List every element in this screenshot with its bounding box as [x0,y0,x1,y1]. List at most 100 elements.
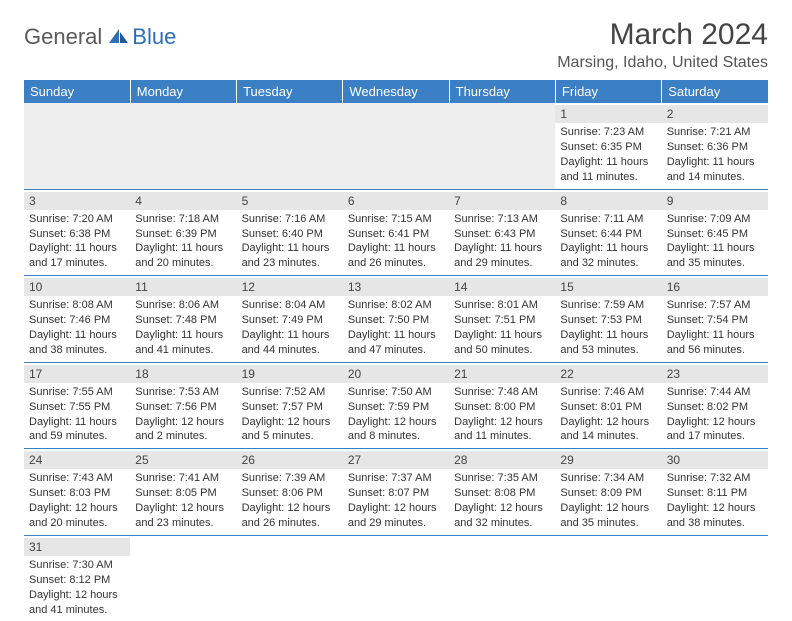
day-info-line: Sunset: 8:02 PM [667,400,763,415]
day-info-line: Sunrise: 7:50 AM [348,385,444,400]
day-number: 31 [24,538,130,556]
page-title: March 2024 [610,18,768,52]
calendar-row: 1Sunrise: 7:23 AMSunset: 6:35 PMDaylight… [24,103,768,189]
day-info-line: Sunset: 7:55 PM [29,400,125,415]
day-info-line: Daylight: 12 hours and 41 minutes. [29,588,125,618]
calendar-cell: 17Sunrise: 7:55 AMSunset: 7:55 PMDayligh… [24,362,130,449]
day-info-line: Sunrise: 8:01 AM [454,298,550,313]
day-info-line: Sunrise: 8:08 AM [29,298,125,313]
dow-tuesday: Tuesday [237,80,343,103]
day-number: 14 [449,278,555,296]
day-info-line: Sunrise: 7:16 AM [242,212,338,227]
calendar-cell: 30Sunrise: 7:32 AMSunset: 8:11 PMDayligh… [662,449,768,536]
day-info-line: Daylight: 11 hours and 11 minutes. [560,155,656,185]
day-number: 3 [24,192,130,210]
calendar-cell [130,103,236,189]
calendar-cell: 4Sunrise: 7:18 AMSunset: 6:39 PMDaylight… [130,189,236,276]
day-info-line: Sunrise: 8:06 AM [135,298,231,313]
day-number: 5 [237,192,343,210]
logo-text-2: Blue [108,24,176,50]
day-info-line: Sunrise: 7:11 AM [560,212,656,227]
calendar-cell: 1Sunrise: 7:23 AMSunset: 6:35 PMDaylight… [555,103,661,189]
day-number: 12 [237,278,343,296]
day-info-line: Sunset: 6:44 PM [560,227,656,242]
day-info-line: Daylight: 11 hours and 53 minutes. [560,328,656,358]
day-number: 29 [555,451,661,469]
day-info-line: Daylight: 11 hours and 17 minutes. [29,241,125,271]
day-info-line: Sunset: 8:06 PM [242,486,338,501]
day-info-line: Sunset: 7:59 PM [348,400,444,415]
day-info-line: Daylight: 12 hours and 38 minutes. [667,501,763,531]
dow-wednesday: Wednesday [343,80,449,103]
day-number: 11 [130,278,236,296]
day-number: 8 [555,192,661,210]
calendar-cell [237,535,343,621]
day-number: 20 [343,365,449,383]
dow-sunday: Sunday [24,80,130,103]
day-number: 2 [662,105,768,123]
day-info-line: Sunset: 6:41 PM [348,227,444,242]
day-info-line: Daylight: 12 hours and 14 minutes. [560,415,656,445]
calendar-cell: 16Sunrise: 7:57 AMSunset: 7:54 PMDayligh… [662,276,768,363]
calendar-cell: 15Sunrise: 7:59 AMSunset: 7:53 PMDayligh… [555,276,661,363]
day-info-line: Sunset: 7:53 PM [560,313,656,328]
day-info-line: Daylight: 11 hours and 20 minutes. [135,241,231,271]
day-info-line: Sunset: 8:11 PM [667,486,763,501]
day-info-line: Sunrise: 7:37 AM [348,471,444,486]
day-info-line: Sunrise: 7:55 AM [29,385,125,400]
day-info-line: Sunrise: 7:53 AM [135,385,231,400]
day-number: 17 [24,365,130,383]
day-info-line: Daylight: 11 hours and 38 minutes. [29,328,125,358]
calendar-row: 31Sunrise: 7:30 AMSunset: 8:12 PMDayligh… [24,535,768,621]
day-number: 7 [449,192,555,210]
day-info-line: Sunrise: 7:43 AM [29,471,125,486]
location: Marsing, Idaho, United States [24,54,768,72]
calendar-cell [237,103,343,189]
day-number: 19 [237,365,343,383]
day-number: 1 [555,105,661,123]
day-info-line: Sunrise: 7:13 AM [454,212,550,227]
day-number: 10 [24,278,130,296]
logo-text-1: General [24,24,102,50]
calendar-row: 24Sunrise: 7:43 AMSunset: 8:03 PMDayligh… [24,449,768,536]
calendar-cell: 21Sunrise: 7:48 AMSunset: 8:00 PMDayligh… [449,362,555,449]
day-info-line: Sunrise: 8:02 AM [348,298,444,313]
day-number: 22 [555,365,661,383]
day-info-line: Daylight: 11 hours and 32 minutes. [560,241,656,271]
day-info-line: Daylight: 12 hours and 20 minutes. [29,501,125,531]
calendar-cell: 23Sunrise: 7:44 AMSunset: 8:02 PMDayligh… [662,362,768,449]
calendar-cell [662,535,768,621]
dow-thursday: Thursday [449,80,555,103]
day-info-line: Sunset: 7:51 PM [454,313,550,328]
day-info-line: Daylight: 11 hours and 14 minutes. [667,155,763,185]
day-info-line: Sunrise: 7:57 AM [667,298,763,313]
day-info-line: Daylight: 11 hours and 41 minutes. [135,328,231,358]
day-info-line: Sunrise: 7:18 AM [135,212,231,227]
day-info-line: Sunrise: 7:41 AM [135,471,231,486]
day-info-line: Sunrise: 7:30 AM [29,558,125,573]
day-info-line: Daylight: 12 hours and 32 minutes. [454,501,550,531]
day-info-line: Sunrise: 7:44 AM [667,385,763,400]
day-info-line: Sunrise: 7:09 AM [667,212,763,227]
calendar-cell: 3Sunrise: 7:20 AMSunset: 6:38 PMDaylight… [24,189,130,276]
calendar-cell: 26Sunrise: 7:39 AMSunset: 8:06 PMDayligh… [237,449,343,536]
day-info-line: Daylight: 12 hours and 2 minutes. [135,415,231,445]
calendar-body: 1Sunrise: 7:23 AMSunset: 6:35 PMDaylight… [24,103,768,621]
day-number: 6 [343,192,449,210]
dow-saturday: Saturday [662,80,768,103]
calendar-cell: 29Sunrise: 7:34 AMSunset: 8:09 PMDayligh… [555,449,661,536]
calendar-cell: 2Sunrise: 7:21 AMSunset: 6:36 PMDaylight… [662,103,768,189]
day-number: 9 [662,192,768,210]
calendar-cell: 9Sunrise: 7:09 AMSunset: 6:45 PMDaylight… [662,189,768,276]
calendar-row: 10Sunrise: 8:08 AMSunset: 7:46 PMDayligh… [24,276,768,363]
calendar-cell: 18Sunrise: 7:53 AMSunset: 7:56 PMDayligh… [130,362,236,449]
day-number: 21 [449,365,555,383]
day-info-line: Daylight: 12 hours and 29 minutes. [348,501,444,531]
day-info-line: Daylight: 11 hours and 23 minutes. [242,241,338,271]
day-number: 30 [662,451,768,469]
calendar-cell: 13Sunrise: 8:02 AMSunset: 7:50 PMDayligh… [343,276,449,363]
day-info-line: Sunset: 6:35 PM [560,140,656,155]
calendar-cell: 20Sunrise: 7:50 AMSunset: 7:59 PMDayligh… [343,362,449,449]
day-info-line: Sunset: 6:43 PM [454,227,550,242]
day-info-line: Sunset: 7:48 PM [135,313,231,328]
